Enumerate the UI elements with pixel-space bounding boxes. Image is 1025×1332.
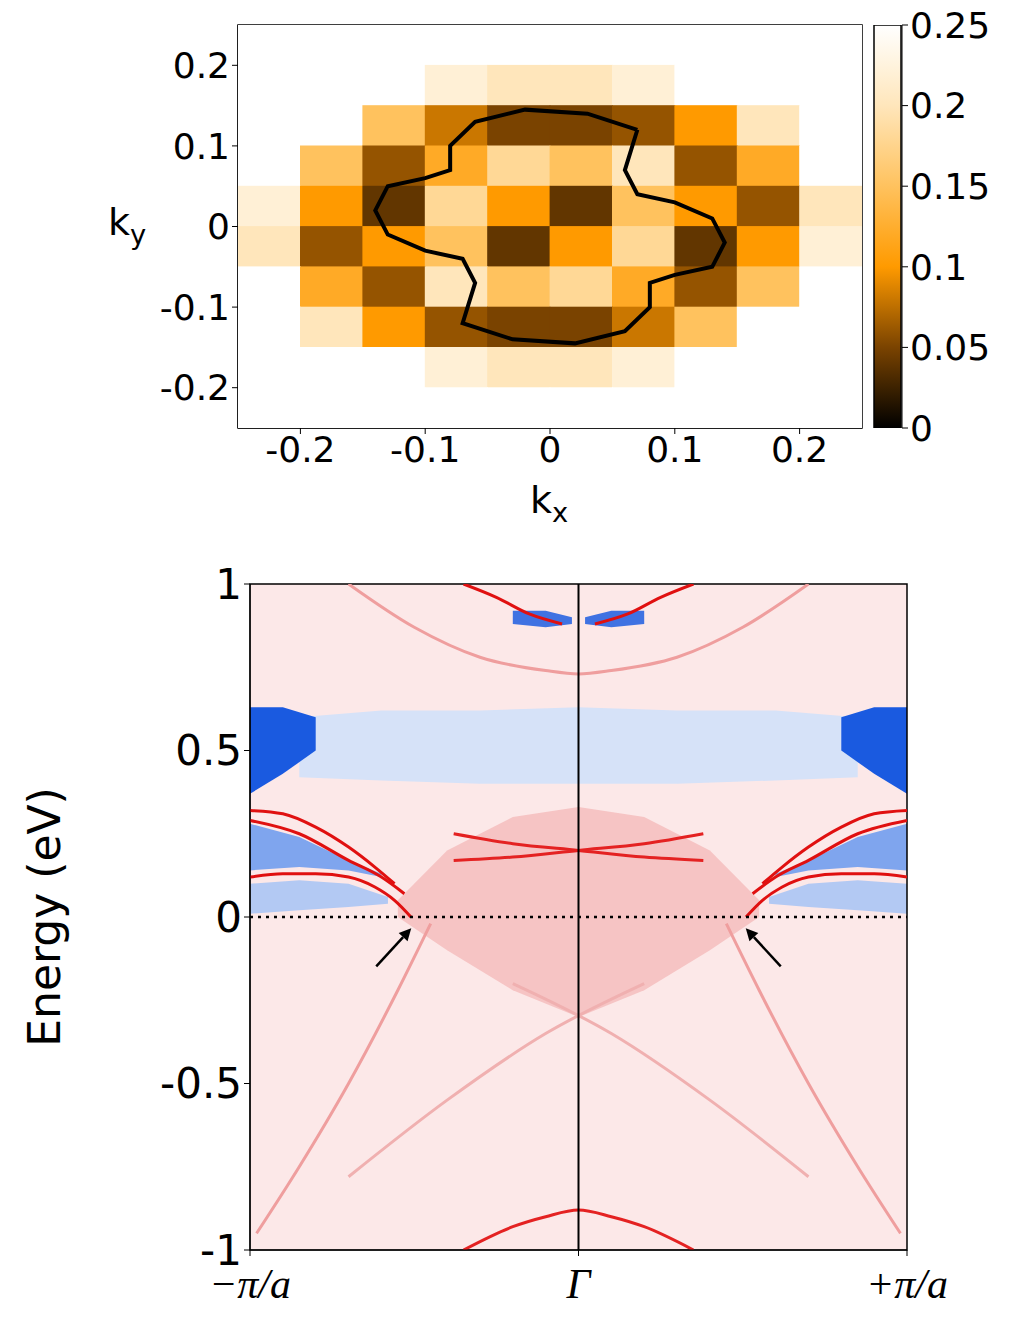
svg-text:-0.2: -0.2 [160,367,230,408]
svg-text:0: 0 [539,429,562,470]
svg-text:0.2: 0.2 [771,429,828,470]
html-text:ky: ky [108,200,147,250]
svg-text:0.1: 0.1 [646,429,703,470]
svg-text:0.05: 0.05 [910,327,990,368]
svg-text:-0.2: -0.2 [265,429,335,470]
svg-text:-0.1: -0.1 [390,429,460,470]
svg-text:1: 1 [215,560,242,609]
svg-text:0.15: 0.15 [910,166,990,207]
svg-text:0.25: 0.25 [910,5,990,46]
svg-text:-0.1: -0.1 [160,287,230,328]
html-text:Energy (eV): Energy (eV) [18,787,70,1047]
svg-text:-1: -1 [200,1226,242,1275]
svg-text:0.2: 0.2 [910,85,967,126]
svg-text:0: 0 [910,408,933,449]
svg-text:0: 0 [207,206,230,247]
svg-text:Γ: Γ [566,1261,593,1307]
html-text:kx: kx [530,478,569,528]
svg-text:-0.5: -0.5 [160,1059,242,1108]
svg-text:0.1: 0.1 [173,126,230,167]
svg-text:0.1: 0.1 [910,247,967,288]
svg-text:+π/a: +π/a [866,1261,948,1307]
svg-text:0.2: 0.2 [173,45,230,86]
svg-text:0.5: 0.5 [175,726,242,775]
svg-text:0: 0 [215,893,242,942]
svg-text:−π/a: −π/a [209,1260,291,1307]
